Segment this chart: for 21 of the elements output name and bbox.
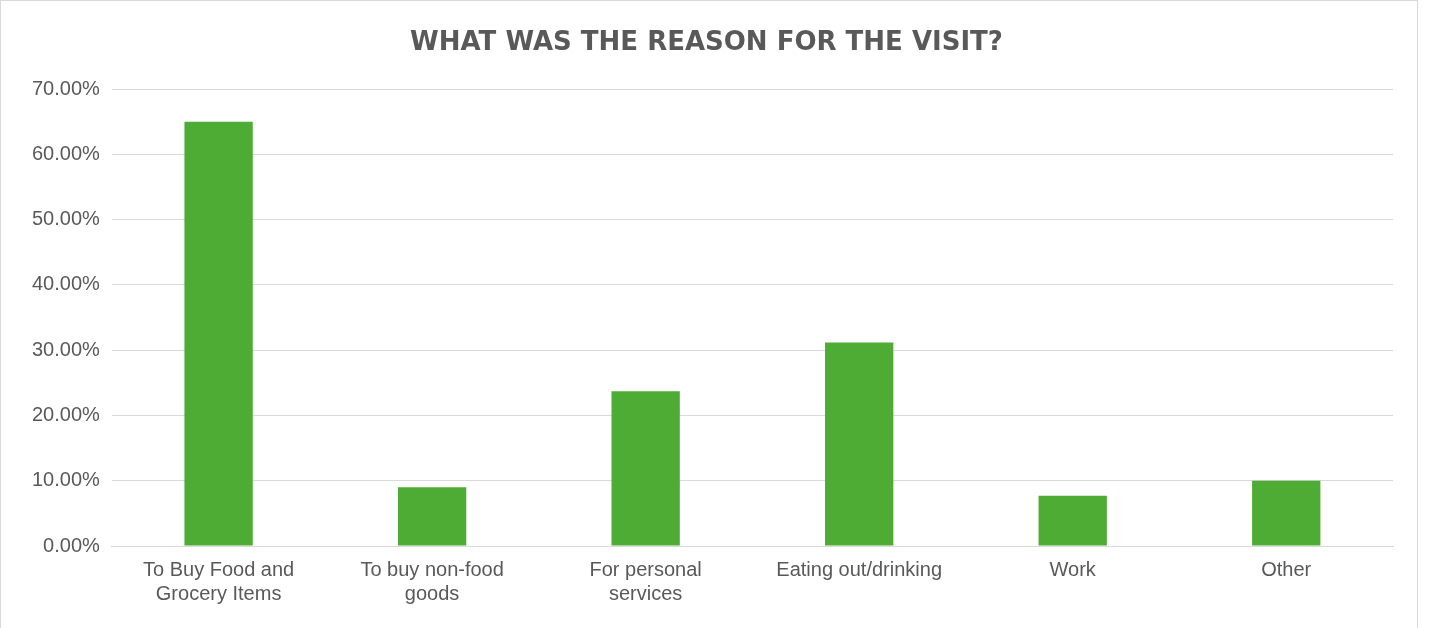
y-tick-label: 50.00%	[31, 207, 101, 230]
x-tick-label: Work	[1049, 557, 1097, 580]
bar	[397, 487, 467, 546]
chart-title: WHAT WAS THE REASON FOR THE VISIT?	[410, 26, 1003, 57]
y-tick-label: 60.00%	[31, 141, 101, 164]
bar	[1252, 480, 1321, 546]
y-tick-label: 0.00%	[43, 533, 101, 556]
x-tick-label: Other	[1261, 557, 1312, 580]
y-tick-label: 30.00%	[31, 337, 101, 360]
x-tick-label: To Buy Food and Grocery Items	[142, 557, 295, 604]
y-tick-label: 10.00%	[31, 468, 101, 491]
bar	[611, 391, 680, 546]
bar	[184, 121, 253, 546]
y-tick-label: 70.00%	[31, 76, 101, 99]
y-tick-label: 40.00%	[31, 272, 101, 295]
bar	[1038, 495, 1107, 546]
x-tick-label: To buy non-food goods	[360, 557, 504, 604]
bar	[825, 342, 894, 546]
x-tick-label: Eating out/drinking	[776, 557, 943, 580]
y-tick-label: 20.00%	[31, 403, 101, 425]
x-tick-label: For personal services	[589, 557, 702, 604]
